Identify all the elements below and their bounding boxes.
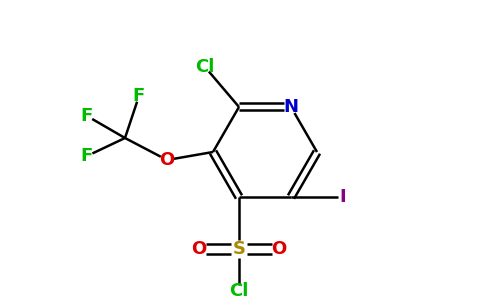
Text: I: I bbox=[340, 188, 347, 206]
Text: O: O bbox=[272, 240, 287, 258]
Text: F: F bbox=[133, 87, 145, 105]
Text: Cl: Cl bbox=[196, 58, 215, 76]
Text: S: S bbox=[232, 240, 245, 258]
Text: O: O bbox=[159, 151, 175, 169]
Text: F: F bbox=[81, 147, 93, 165]
Text: Cl: Cl bbox=[229, 282, 249, 300]
Text: O: O bbox=[191, 240, 207, 258]
Text: N: N bbox=[284, 98, 299, 116]
Text: F: F bbox=[81, 107, 93, 125]
